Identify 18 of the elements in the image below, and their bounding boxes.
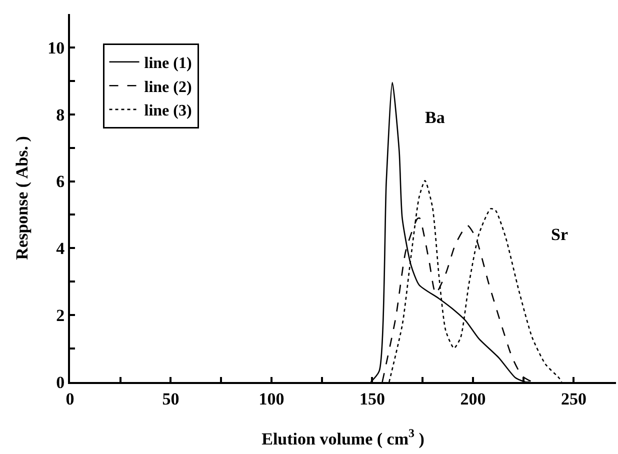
y-tick-label: 8 [56, 105, 65, 124]
y-tick-label: 10 [48, 38, 65, 58]
x-tick-label: 200 [460, 389, 486, 408]
x-axis-title: Elution volume ( cm$^{3}$ ) [262, 426, 424, 448]
legend-label: line (3) [144, 102, 192, 120]
y-tick-label: 4 [56, 239, 66, 258]
legend-label: line (1) [144, 55, 192, 72]
x-tick-label: 100 [258, 389, 284, 408]
legend-label: line (2) [144, 78, 192, 96]
y-tick-label: 2 [56, 306, 65, 326]
x-tick-label: 150 [359, 389, 385, 408]
x-tick-label: 50 [162, 389, 180, 408]
y-tick-label: 6 [56, 172, 65, 192]
annotation: Sr [551, 225, 568, 244]
y-tick-label: 0 [56, 372, 65, 392]
annotation: Ba [425, 108, 446, 127]
y-axis-title: Response ( Abs. ) [12, 136, 32, 260]
x-tick-label: 250 [560, 389, 586, 408]
